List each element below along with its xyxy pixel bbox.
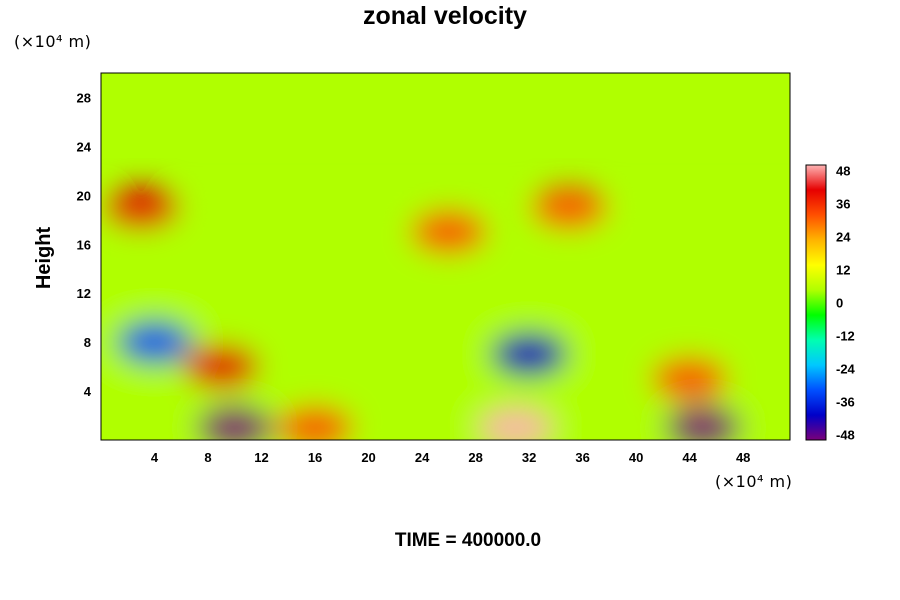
heatmap-cell (277, 405, 354, 440)
y-tick-label: 28 (77, 90, 91, 105)
x-tick-label: 48 (736, 450, 750, 465)
colorbar-tick-label: 12 (836, 263, 850, 278)
chart-title: zonal velocity (363, 2, 527, 30)
x-tick-label: 12 (254, 450, 268, 465)
heatmap-cell (651, 356, 728, 401)
colorbar-tick-label: -48 (836, 428, 855, 443)
colorbar-tick-label: -24 (836, 362, 856, 377)
colorbar-ticks: 48 36 24 12 0 -12 -24 -36 -48 (836, 164, 856, 443)
x-tick-label: 16 (308, 450, 322, 465)
x-tick-label: 28 (468, 450, 482, 465)
heatmap-field (101, 73, 790, 440)
heatmap-blobs (101, 185, 790, 440)
x-axis-ticks: 4 8 12 16 20 24 28 32 36 40 44 48 (151, 450, 751, 465)
y-tick-label: 20 (77, 188, 91, 203)
heatmap-cell (183, 344, 260, 389)
plot-frame (100, 72, 791, 441)
y-axis-ticks: 4 8 12 16 20 24 28 (77, 90, 92, 399)
x-tick-label: 4 (151, 450, 159, 465)
x-tick-label: 24 (415, 450, 430, 465)
y-tick-label: 24 (77, 139, 92, 154)
y-tick-label: 4 (84, 384, 92, 399)
heatmap-cell (410, 210, 487, 255)
x-tick-label: 44 (682, 450, 697, 465)
heatmap-cell (531, 185, 608, 230)
heatmap-cell (103, 185, 180, 230)
colorbar-tick-label: -12 (836, 329, 855, 344)
heatmap-cell (196, 405, 273, 440)
x-tick-label: 20 (361, 450, 375, 465)
heatmap-cell (665, 405, 742, 440)
colorbar-tick-label: 36 (836, 197, 850, 212)
colorbar: 48 36 24 12 0 -12 -24 -36 -48 (805, 164, 856, 443)
x-tick-label: 40 (629, 450, 643, 465)
y-unit-label: (×10⁴ m) (14, 32, 92, 51)
y-tick-label: 8 (84, 335, 91, 350)
colorbar-tick-label: -36 (836, 395, 855, 410)
y-axis-label: Height (33, 227, 55, 290)
colorbar-tick-label: 48 (836, 164, 850, 179)
y-tick-label: 12 (77, 286, 91, 301)
heatmap-cell (491, 332, 568, 377)
y-tick-label: 16 (77, 237, 91, 252)
time-label: TIME = 400000.0 (394, 530, 542, 551)
x-tick-label: 32 (522, 450, 536, 465)
colorbar-bar (805, 164, 827, 441)
heatmap-cell (116, 320, 193, 365)
colorbar-tick-label: 24 (836, 230, 851, 245)
x-tick-label: 8 (204, 450, 211, 465)
colorbar-tick-label: 0 (836, 296, 843, 311)
x-tick-label: 36 (575, 450, 589, 465)
heatmap-cell (477, 405, 554, 440)
x-unit-label: (×10⁴ m) (715, 472, 793, 491)
